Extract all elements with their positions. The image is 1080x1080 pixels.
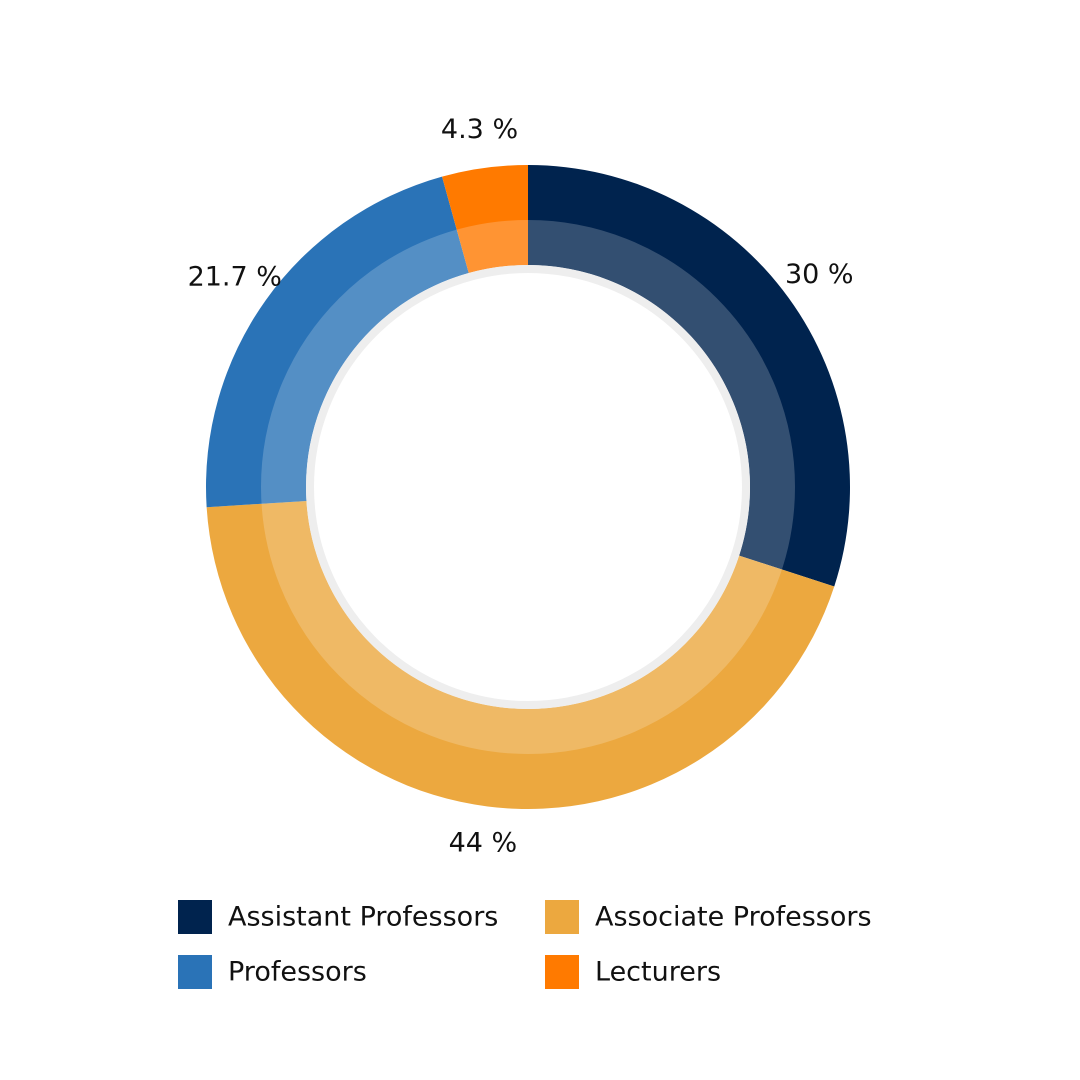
donut-segment: [442, 165, 528, 274]
legend-label: Associate Professors: [595, 902, 872, 933]
legend-swatch: [545, 900, 579, 934]
legend-label: Lecturers: [595, 957, 721, 988]
legend-swatch: [178, 955, 212, 989]
inner-rim: [306, 265, 750, 709]
inner-highlight: [261, 220, 795, 754]
data-label: 4.3 %: [441, 114, 518, 145]
data-label: 21.7 %: [188, 262, 282, 293]
legend-swatch: [545, 955, 579, 989]
legend-swatch: [178, 900, 212, 934]
legend-label: Assistant Professors: [228, 902, 498, 933]
donut-segment: [206, 176, 469, 508]
legend-label: Professors: [228, 957, 367, 988]
donut-segment: [206, 500, 835, 810]
data-label: 44 %: [449, 828, 518, 859]
donut-segment: [528, 165, 850, 587]
data-label: 30 %: [785, 259, 854, 290]
